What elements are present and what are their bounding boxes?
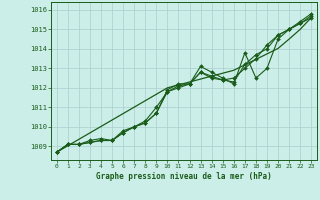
X-axis label: Graphe pression niveau de la mer (hPa): Graphe pression niveau de la mer (hPa) [96,172,272,181]
